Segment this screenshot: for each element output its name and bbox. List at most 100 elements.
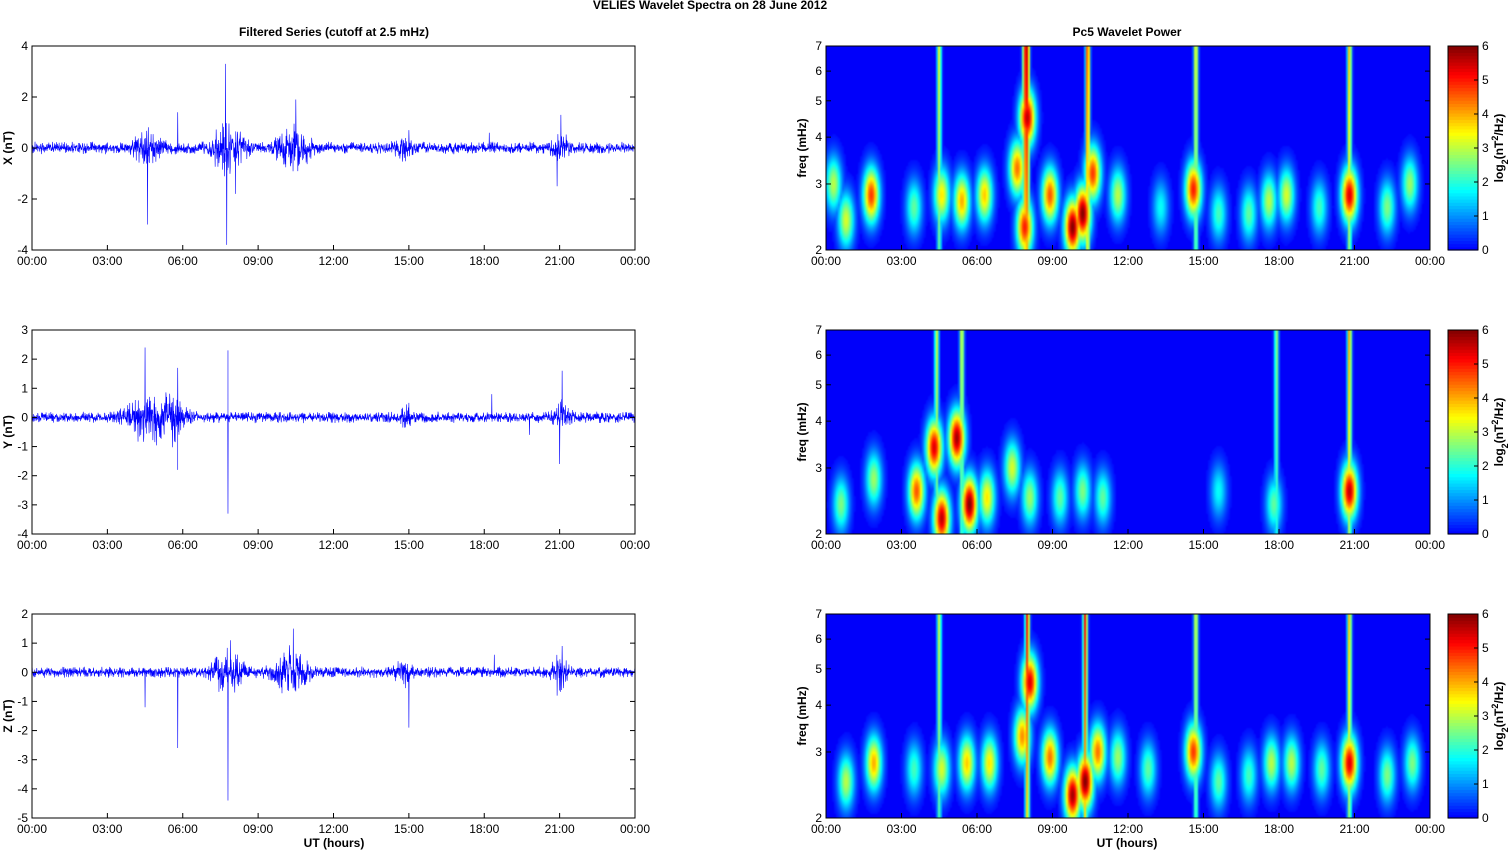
colorbar-step bbox=[1448, 100, 1478, 104]
colorbar-step bbox=[1448, 719, 1478, 723]
series-y-xtick-label-5: 15:00 bbox=[394, 538, 424, 552]
colorbar-step bbox=[1448, 234, 1478, 238]
colorbar-step bbox=[1448, 240, 1478, 245]
wavelet-ytick-label-0: 2 bbox=[815, 811, 822, 825]
wavelet-image-x bbox=[826, 46, 1430, 250]
colorbar-step bbox=[1448, 422, 1478, 427]
colorbar-step bbox=[1448, 451, 1478, 455]
series-ytick-label-2: 0 bbox=[21, 141, 28, 155]
colorbar-step bbox=[1448, 192, 1478, 197]
series-ytick-label-6: 1 bbox=[21, 636, 28, 650]
colorbar-step bbox=[1448, 211, 1478, 216]
colorbar-step bbox=[1448, 106, 1478, 111]
colorbar-step bbox=[1448, 486, 1478, 490]
colorbar-step bbox=[1448, 645, 1478, 650]
colorbar-step bbox=[1448, 224, 1478, 229]
series-y-xtick-label-3: 09:00 bbox=[243, 538, 273, 552]
colorbar-step bbox=[1448, 368, 1478, 373]
colorbar-step bbox=[1448, 97, 1478, 101]
colorbar-step bbox=[1448, 703, 1478, 708]
wavelet-x-xtick-label-6: 18:00 bbox=[1264, 254, 1294, 268]
wavelet-z-xtick-label-2: 06:00 bbox=[962, 822, 992, 836]
wavelet-y-xtick-label-4: 12:00 bbox=[1113, 538, 1143, 552]
colorbar-step bbox=[1448, 680, 1478, 685]
colorbar-step bbox=[1448, 116, 1478, 120]
colorbar-step bbox=[1448, 109, 1478, 114]
series-x-xtick-label-7: 21:00 bbox=[545, 254, 575, 268]
colorbar-step bbox=[1448, 690, 1478, 695]
series-x-xtick-label-4: 12:00 bbox=[318, 254, 348, 268]
series-z-xtick-label-8: 00:00 bbox=[620, 822, 650, 836]
colorbar-step bbox=[1448, 384, 1478, 388]
colorbar-step bbox=[1448, 728, 1478, 733]
wavelet-ytick-label-0: 2 bbox=[815, 527, 822, 541]
colorbar-step bbox=[1448, 802, 1478, 806]
colorbar-step bbox=[1448, 144, 1478, 149]
right-x-axis-label: UT (hours) bbox=[1097, 836, 1158, 850]
series-ytick-label-2: -2 bbox=[17, 469, 28, 483]
wavelet-ytick-label-3: 5 bbox=[815, 662, 822, 676]
wavelet-y-xtick-label-8: 00:00 bbox=[1415, 538, 1445, 552]
series-ytick-label-7: 3 bbox=[21, 323, 28, 337]
colorbar-step bbox=[1448, 792, 1478, 797]
series-trace-y bbox=[31, 347, 636, 514]
colorbar-step bbox=[1448, 400, 1478, 404]
colorbar-step bbox=[1448, 629, 1478, 634]
colorbar-step bbox=[1448, 747, 1478, 752]
colorbar-tick-label-2: 2 bbox=[1482, 459, 1489, 473]
wavelet-z-xtick-label-6: 18:00 bbox=[1264, 822, 1294, 836]
colorbar-step bbox=[1448, 731, 1478, 736]
wavelet-x-xtick-label-8: 00:00 bbox=[1415, 254, 1445, 268]
colorbar-step bbox=[1448, 444, 1478, 449]
colorbar-step bbox=[1448, 355, 1478, 360]
colorbar-step bbox=[1448, 361, 1478, 366]
colorbar-step bbox=[1448, 447, 1478, 452]
series-frame-y bbox=[31, 329, 636, 535]
colorbar-step bbox=[1448, 419, 1478, 424]
colorbar-step bbox=[1448, 396, 1478, 401]
colorbar-tick-label-4: 4 bbox=[1482, 391, 1489, 405]
colorbar-step bbox=[1448, 508, 1478, 513]
colorbar-tick-label-6: 6 bbox=[1482, 323, 1489, 337]
colorbar-step bbox=[1448, 782, 1478, 787]
colorbar-step bbox=[1448, 416, 1478, 420]
colorbar-step bbox=[1448, 403, 1478, 408]
colorbar-step bbox=[1448, 154, 1478, 159]
colorbar-tick-label-2: 2 bbox=[1482, 175, 1489, 189]
wavelet-x-xtick-label-1: 03:00 bbox=[886, 254, 916, 268]
wavelet-x-xtick-label-7: 21:00 bbox=[1339, 254, 1369, 268]
series-y-xtick-label-0: 00:00 bbox=[17, 538, 47, 552]
colorbar-tick-label-3: 3 bbox=[1482, 141, 1489, 155]
wavelet-ylabel-x: freq (mHz) bbox=[795, 118, 809, 177]
colorbar-step bbox=[1448, 684, 1478, 688]
left-column-title: Filtered Series (cutoff at 2.5 mHz) bbox=[239, 25, 429, 39]
wavelet-z-xtick-label-4: 12:00 bbox=[1113, 822, 1143, 836]
colorbar-step bbox=[1448, 173, 1478, 178]
colorbar-step bbox=[1448, 652, 1478, 657]
colorbar-tick-label-0: 0 bbox=[1482, 527, 1489, 541]
colorbar-step bbox=[1448, 128, 1478, 133]
colorbar-step bbox=[1448, 438, 1478, 443]
series-frame-z bbox=[31, 613, 636, 819]
colorbar-step bbox=[1448, 58, 1478, 63]
wavelet-y-xtick-label-7: 21:00 bbox=[1339, 538, 1369, 552]
colorbar-step bbox=[1448, 757, 1478, 762]
colorbar-step bbox=[1448, 655, 1478, 660]
colorbar-step bbox=[1448, 125, 1478, 130]
colorbar-tick-label-6: 6 bbox=[1482, 39, 1489, 53]
colorbar-step bbox=[1448, 786, 1478, 790]
series-ytick-label-0: -4 bbox=[17, 527, 28, 541]
series-panel-x: -4 -2 0 2 4 00:00 03:00 06:00 09:00 12:00 15:00 18:… bbox=[1, 39, 650, 268]
colorbar-step bbox=[1448, 218, 1478, 222]
colorbar-step bbox=[1448, 527, 1478, 532]
colorbar-step bbox=[1448, 170, 1478, 175]
colorbar-step bbox=[1448, 505, 1478, 510]
wavelet-x-xtick-label-5: 15:00 bbox=[1188, 254, 1218, 268]
colorbar-step bbox=[1448, 138, 1478, 143]
colorbar-step bbox=[1448, 518, 1478, 522]
colorbar-step bbox=[1448, 735, 1478, 739]
left-x-axis-label: UT (hours) bbox=[304, 836, 365, 850]
colorbar-step bbox=[1448, 349, 1478, 353]
series-ytick-label-0: -4 bbox=[17, 243, 28, 257]
